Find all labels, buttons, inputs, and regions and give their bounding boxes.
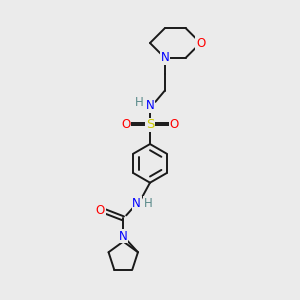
Text: H: H xyxy=(143,197,152,210)
Text: O: O xyxy=(96,204,105,218)
Text: N: N xyxy=(132,197,141,210)
Text: S: S xyxy=(146,118,154,131)
Text: N: N xyxy=(119,230,128,243)
Text: O: O xyxy=(196,37,205,50)
Text: H: H xyxy=(135,96,144,109)
Text: N: N xyxy=(160,51,169,64)
Text: N: N xyxy=(146,99,154,112)
Text: O: O xyxy=(122,118,131,131)
Text: O: O xyxy=(169,118,178,131)
